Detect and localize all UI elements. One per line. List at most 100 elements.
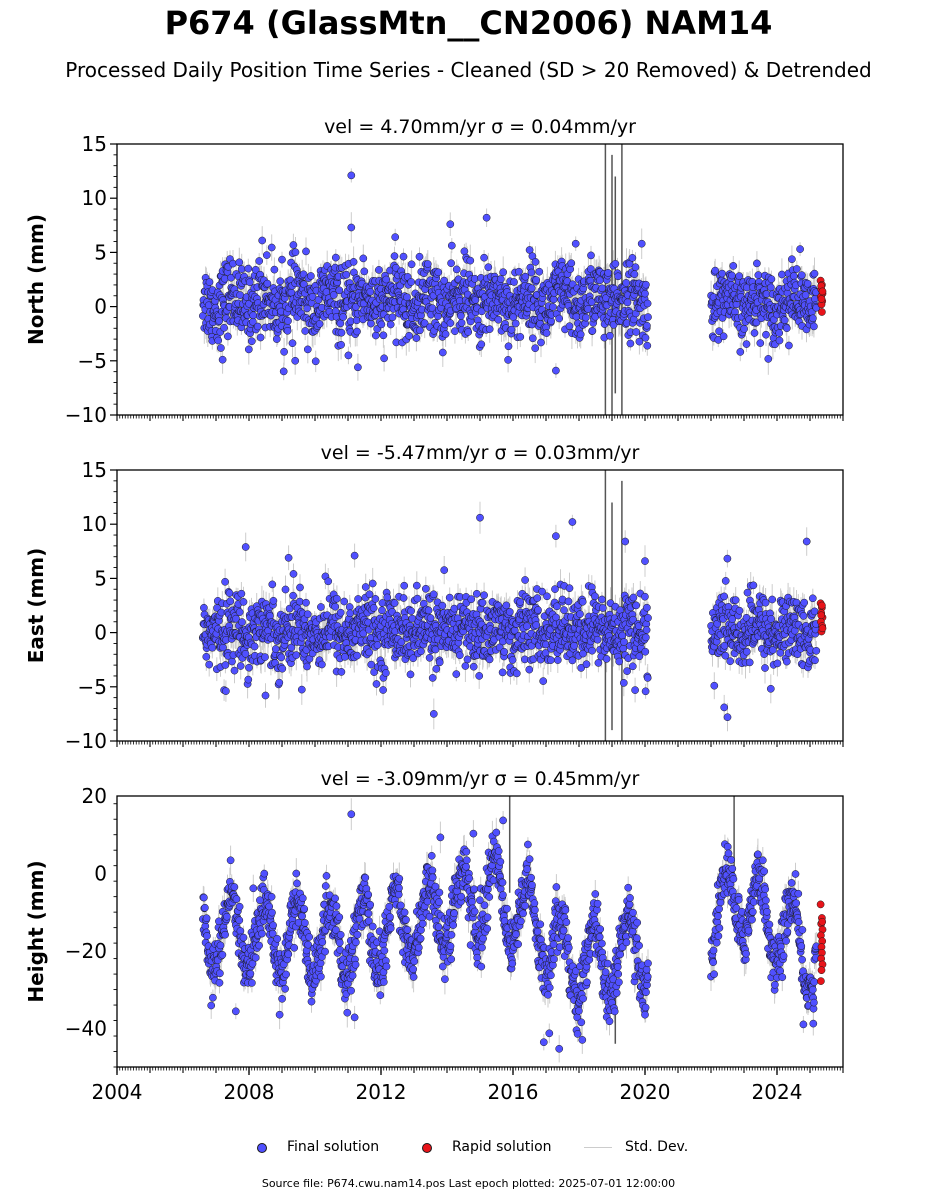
final-point	[780, 316, 789, 325]
final-point	[339, 313, 347, 321]
final-point	[754, 271, 763, 279]
final-point	[631, 263, 640, 272]
x-ticks-north	[116, 415, 844, 421]
final-point	[280, 347, 288, 356]
final-point	[244, 264, 253, 273]
final-point	[270, 265, 279, 274]
final-point	[477, 340, 486, 349]
final-point	[352, 316, 361, 325]
final-point	[775, 336, 784, 345]
final-point	[641, 289, 649, 298]
final-point	[258, 236, 267, 245]
final-point	[740, 325, 748, 333]
final-point	[336, 319, 345, 328]
final-point	[452, 265, 461, 274]
final-point	[215, 317, 224, 325]
rapid-point	[818, 308, 826, 316]
y-tick-label: 5	[94, 240, 107, 264]
final-point	[549, 295, 558, 304]
final-point	[301, 327, 310, 335]
final-point	[214, 336, 223, 345]
final-point	[552, 366, 560, 375]
final-point	[399, 252, 408, 261]
final-point	[438, 348, 447, 357]
y-axis-label-north: North (mm)	[24, 214, 48, 345]
final-point	[386, 320, 395, 329]
final-point	[247, 337, 256, 346]
final-point	[516, 333, 525, 341]
final-point	[632, 328, 641, 336]
final-point	[253, 322, 262, 331]
final-point	[218, 355, 227, 364]
final-point	[279, 367, 288, 376]
final-point	[344, 351, 353, 360]
final-point	[803, 279, 812, 288]
final-point	[276, 277, 285, 286]
final-point	[595, 276, 604, 285]
final-point	[457, 312, 465, 320]
final-point	[235, 258, 244, 267]
final-point	[407, 278, 416, 286]
final-point	[588, 327, 597, 335]
figure-title: P674 (GlassMtn__CN2006) NAM14	[164, 4, 773, 42]
plot-area-north	[199, 144, 827, 415]
final-point	[335, 286, 344, 295]
final-point	[728, 271, 736, 280]
final-point	[337, 328, 346, 337]
final-points-north	[199, 171, 821, 376]
final-point	[507, 325, 516, 334]
final-point	[367, 319, 375, 328]
final-point	[756, 339, 765, 347]
final-point	[354, 363, 362, 372]
final-point	[347, 223, 356, 232]
final-point	[753, 259, 761, 268]
final-point	[614, 272, 622, 281]
final-point	[255, 257, 264, 265]
final-point	[412, 334, 421, 342]
rapid-point	[818, 287, 827, 296]
final-point	[630, 270, 639, 279]
final-point	[457, 318, 466, 327]
final-point	[762, 330, 770, 339]
final-point	[504, 356, 512, 364]
final-point	[291, 248, 300, 257]
final-point	[220, 323, 228, 332]
final-point	[567, 259, 576, 268]
final-point	[736, 348, 745, 356]
y-tick-label: 15	[82, 132, 107, 156]
final-point	[329, 291, 338, 299]
final-point	[810, 322, 818, 331]
final-point	[499, 268, 508, 277]
y-ticks-north: −10 −5 0 5 10 15	[65, 132, 117, 427]
final-point	[244, 345, 253, 354]
final-point	[742, 340, 751, 348]
final-point	[542, 329, 551, 337]
rapid-points-north	[816, 276, 827, 316]
final-point	[642, 280, 650, 289]
final-point	[249, 311, 258, 320]
final-point	[480, 253, 488, 262]
final-point	[752, 318, 761, 327]
final-point	[272, 335, 281, 343]
final-point	[735, 272, 744, 280]
final-point	[494, 315, 503, 324]
final-point	[635, 337, 644, 346]
final-point	[315, 320, 324, 328]
final-point	[263, 279, 272, 288]
final-point	[767, 283, 775, 292]
final-point	[485, 325, 494, 333]
final-point	[532, 276, 541, 284]
final-point	[576, 330, 585, 339]
final-point	[641, 333, 650, 342]
final-point	[750, 329, 759, 337]
final-point	[359, 254, 368, 263]
final-point	[349, 258, 358, 266]
final-point	[471, 296, 480, 304]
final-point	[782, 324, 791, 333]
final-point	[809, 314, 817, 323]
final-point	[527, 284, 536, 293]
final-point	[555, 314, 564, 323]
final-point	[778, 270, 786, 279]
final-point	[582, 313, 590, 322]
